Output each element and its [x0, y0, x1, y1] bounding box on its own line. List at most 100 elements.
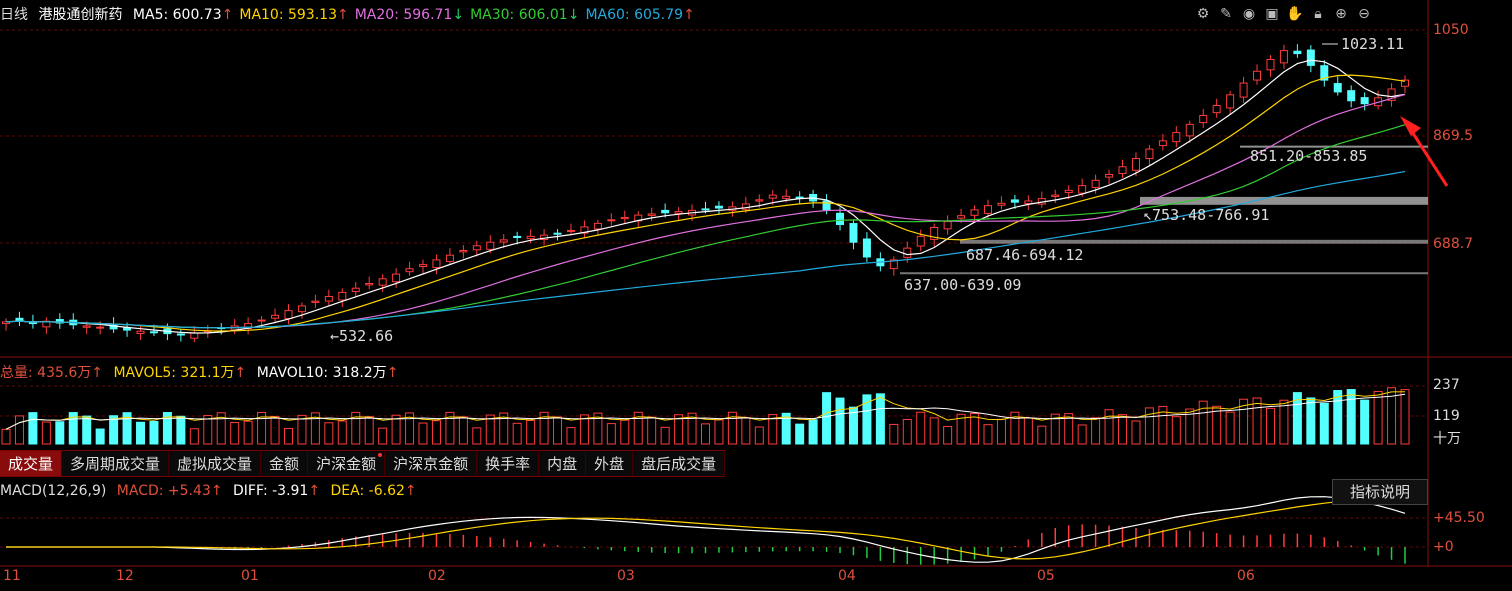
tab-8[interactable]: 外盘: [586, 451, 634, 476]
zoom-in-icon[interactable]: ⊕: [1335, 6, 1347, 22]
tab-4[interactable]: 沪深金额: [308, 451, 386, 476]
tab-7[interactable]: 内盘: [539, 451, 587, 476]
candle-body: [96, 326, 105, 329]
volume-bar: [95, 428, 105, 445]
ma-label-3: MA30: 606.01↓: [470, 7, 580, 23]
candle-body: [1306, 49, 1315, 66]
gap-annotation-1: ↖753.48-766.91: [1143, 206, 1269, 224]
period-label[interactable]: 日线: [0, 7, 28, 23]
volume-bar: [378, 427, 388, 445]
volume-bar: [82, 415, 92, 445]
volume-bar: [55, 421, 65, 445]
tab-5[interactable]: 沪深京金额: [385, 451, 478, 476]
candle-body: [862, 238, 871, 258]
ma-line-MA60: [5, 170, 1406, 329]
candle-body: [970, 209, 979, 216]
month-label-11: 11: [3, 568, 21, 584]
volume-bar: [970, 413, 980, 445]
candle-body: [190, 332, 199, 339]
toolbox-icon[interactable]: ▣: [1265, 6, 1279, 22]
ma-line-MA30: [5, 124, 1406, 329]
volume-bar: [768, 414, 778, 445]
index-name: 港股通创新药: [38, 7, 123, 23]
gear-icon[interactable]: ⚙: [1196, 6, 1210, 22]
candle-body: [1401, 79, 1409, 87]
diff-value: DIFF: -3.91↑: [233, 483, 321, 499]
volume-bar: [714, 419, 724, 445]
volume-bar: [1265, 407, 1275, 445]
volume-bar: [297, 414, 307, 445]
candle-body: [943, 221, 952, 230]
hand-icon[interactable]: ✋: [1286, 6, 1304, 22]
tab-6[interactable]: 换手率: [477, 451, 540, 476]
tab-2[interactable]: 虚拟成交量: [169, 451, 262, 476]
candle-body: [916, 235, 925, 247]
volume-bar: [633, 411, 643, 445]
candle-body: [351, 287, 360, 293]
volume-bar: [216, 412, 226, 445]
volume-bar: [606, 423, 616, 445]
candle-body: [1387, 88, 1396, 101]
candle-body: [1347, 90, 1356, 102]
volume-bar: [1023, 417, 1033, 445]
zoom-out-icon[interactable]: ⊖: [1358, 6, 1370, 22]
ma-label-4: MA60: 605.79↑: [585, 7, 695, 23]
month-label-05: 05: [1037, 568, 1055, 584]
gap-zone-3: [900, 272, 1428, 275]
tab-9[interactable]: 盘后成交量: [633, 451, 726, 476]
pen-icon[interactable]: ✎: [1220, 6, 1232, 22]
month-label-06: 06: [1237, 568, 1255, 584]
volume-bar: [1158, 405, 1168, 445]
candle-body: [1172, 132, 1181, 143]
volume-bar: [660, 426, 670, 445]
volume-bar: [257, 411, 267, 445]
candle-body: [1105, 173, 1114, 178]
volume-bar: [445, 411, 455, 445]
candle-body: [661, 209, 670, 214]
price-axis-label-869: 869.5: [1433, 128, 1474, 144]
candle-body: [1293, 50, 1302, 55]
mavol5: MAVOL5: 321.1万↑: [113, 365, 247, 381]
candle-body: [957, 215, 966, 219]
volume-bar: [149, 420, 159, 445]
volume-bar: [1037, 425, 1047, 445]
candle-body: [136, 330, 145, 334]
tab-0[interactable]: 成交量: [0, 451, 63, 476]
candle-body: [445, 254, 454, 262]
candle-body: [459, 249, 468, 253]
candle-body: [930, 226, 939, 240]
candle-body: [1158, 140, 1167, 147]
tab-1[interactable]: 多周期成交量: [62, 451, 170, 476]
tab-3[interactable]: 金额: [261, 451, 309, 476]
volume-bar: [512, 422, 522, 445]
ma-label-2: MA20: 596.71↓: [354, 7, 465, 23]
candle-body: [607, 219, 616, 222]
volume-bar: [956, 413, 966, 445]
volume-bar: [243, 420, 253, 445]
eye-icon[interactable]: ◉: [1242, 6, 1256, 22]
candle-body: [378, 278, 387, 286]
candle-body: [714, 205, 723, 209]
volume-bar: [889, 423, 899, 445]
candle-body: [1010, 199, 1019, 203]
candle-body: [647, 213, 656, 216]
volume-bar: [485, 414, 495, 445]
candle-body: [432, 259, 441, 269]
candle-body: [1145, 148, 1154, 160]
volume-bar: [566, 427, 576, 445]
indicator-explain-button[interactable]: 指标说明: [1332, 479, 1428, 505]
toolbar: ⚙ ✎ ◉ ▣ ✋ 🔒︎ ⊕ ⊖: [1193, 4, 1374, 24]
candle-body: [822, 200, 831, 211]
volume-bar: [1306, 397, 1316, 445]
volume-bar: [862, 394, 872, 445]
volume-bar: [1091, 417, 1101, 445]
ma-arrow-0: ↑: [221, 7, 234, 23]
mavol10: MAVOL10: 318.2万↑: [256, 365, 399, 381]
candle-body: [513, 235, 522, 239]
lock-icon[interactable]: 🔒︎: [1314, 6, 1322, 22]
volume-bar: [1185, 408, 1195, 445]
ma-arrow-1: ↑: [336, 7, 349, 23]
volume-bar: [929, 417, 939, 445]
volume-bar: [553, 416, 563, 445]
